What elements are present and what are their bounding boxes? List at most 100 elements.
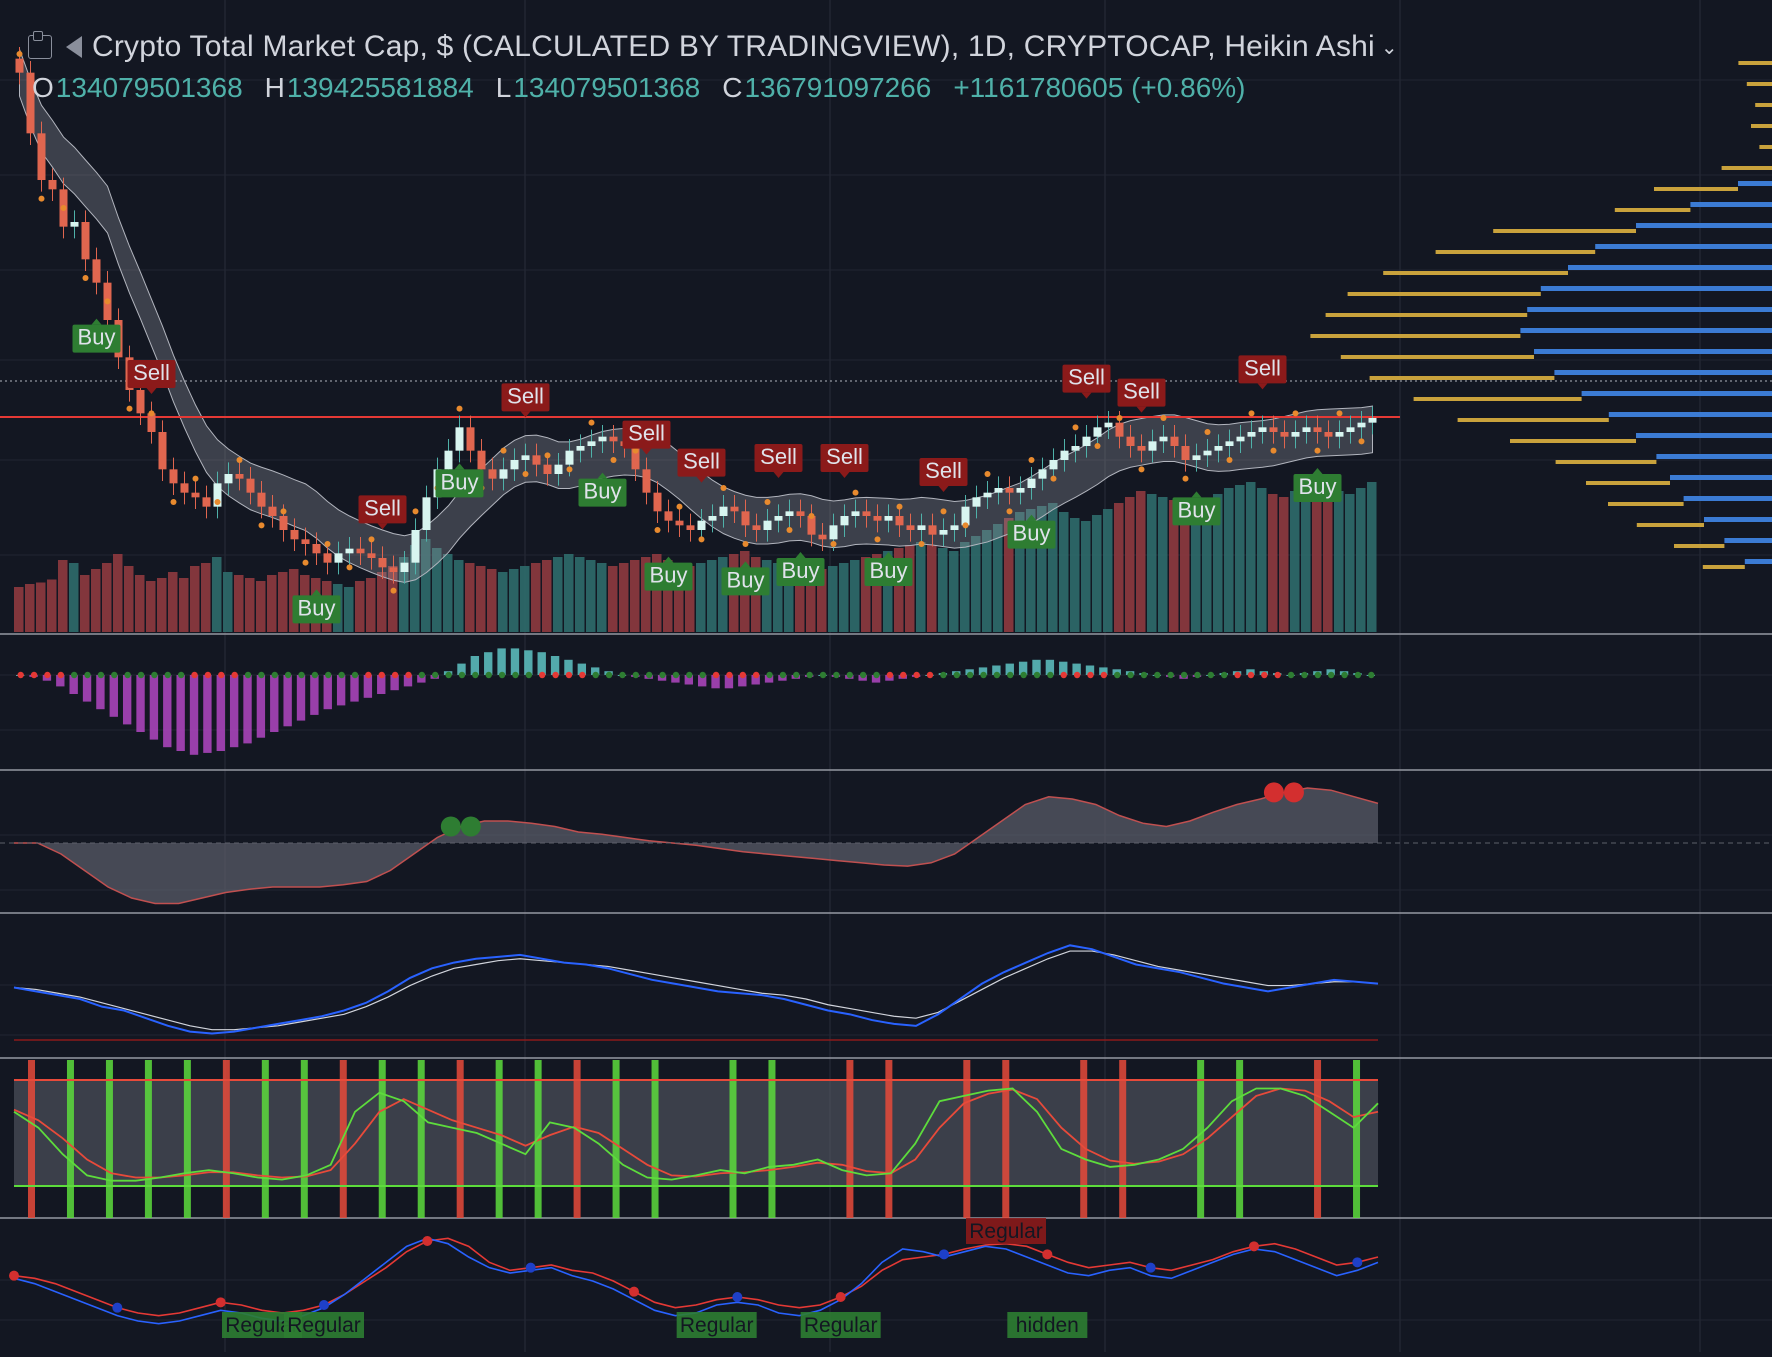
squeeze-dot — [966, 671, 974, 679]
momentum-bar — [711, 675, 720, 689]
signal-pointer — [454, 463, 465, 470]
volume-bar — [399, 557, 409, 632]
trailing-dot — [346, 564, 353, 571]
momentum-bar — [203, 675, 212, 753]
squeeze-dot — [271, 671, 278, 679]
buy-label-box — [578, 478, 627, 507]
sell-label-box — [1117, 378, 1166, 407]
candle-body — [587, 441, 596, 446]
candle-body — [323, 553, 332, 563]
squeeze-dot — [164, 671, 171, 679]
buy-label-box — [864, 558, 913, 586]
sell-label-box — [677, 448, 726, 477]
momentum-bar — [524, 650, 533, 675]
stoch-signal-bar — [1236, 1060, 1244, 1218]
candle-body — [1280, 432, 1289, 437]
candle-body — [367, 553, 376, 558]
trailing-dot — [896, 503, 903, 510]
momentum-bar — [564, 659, 573, 675]
candle-body — [807, 516, 816, 535]
trailing-dot — [808, 513, 815, 519]
volume-bar — [795, 569, 805, 632]
sell-label-box — [820, 444, 869, 472]
volume-profile-gold — [1721, 166, 1772, 170]
candle-body — [1324, 432, 1333, 437]
candle-body — [389, 567, 398, 572]
momentum-bar — [684, 675, 693, 685]
candle-body — [48, 180, 57, 190]
candle-body — [972, 497, 981, 507]
flag-icon[interactable] — [66, 36, 82, 58]
volume-bar — [806, 572, 816, 632]
volume-bar — [619, 563, 629, 632]
squeeze-dot — [378, 671, 385, 679]
signal-pointer — [740, 561, 751, 568]
sell-label-box — [1238, 355, 1287, 384]
candle-body — [554, 464, 563, 474]
trailing-dot — [544, 452, 551, 459]
trailing-dot — [1226, 457, 1233, 463]
volume-profile-blue — [1636, 223, 1772, 228]
volume-profile-blue — [1568, 265, 1772, 270]
signal-pointer — [839, 472, 850, 478]
chart-logo-icon[interactable] — [28, 31, 52, 59]
momentum-bar — [216, 675, 225, 751]
signal-label-text: Sell — [628, 421, 665, 446]
sell-signal: Sell — [677, 448, 726, 483]
squeeze-dot — [913, 671, 920, 679]
volume-bar — [80, 575, 90, 632]
stoch-signal-bar — [1119, 1060, 1127, 1218]
volume-bar — [762, 560, 772, 632]
volume-bar — [1081, 521, 1091, 632]
squeeze-dot — [1087, 671, 1094, 679]
squeeze-dot — [1194, 671, 1201, 679]
candle-body — [1170, 436, 1179, 446]
squeeze-dot — [124, 671, 131, 679]
signal-label-text: Sell — [1123, 379, 1160, 404]
volume-bar — [1114, 503, 1124, 632]
squeeze-dot — [17, 671, 24, 679]
squeeze-dot — [605, 671, 613, 679]
momentum-bar — [189, 675, 199, 755]
candle-body — [983, 492, 992, 498]
signal-pointer — [1136, 406, 1147, 413]
volume-bar — [542, 560, 552, 632]
volume-profile-blue — [1534, 349, 1772, 354]
candle-body — [818, 534, 827, 540]
volume-profile-gold — [1435, 250, 1596, 254]
sell-signal: Sell — [358, 495, 407, 530]
volume-profile-blue — [1608, 412, 1772, 417]
sell-label-box — [127, 360, 176, 388]
trailing-dot — [1006, 508, 1013, 515]
trailing-dot — [984, 471, 991, 477]
candle-body — [246, 478, 255, 493]
candle-body — [730, 506, 739, 512]
divergence-pivot — [1352, 1257, 1363, 1268]
squeeze-dot — [97, 671, 105, 679]
volume-bar — [476, 566, 486, 632]
volume-bar — [1004, 518, 1014, 632]
stoch-signal-bar — [105, 1060, 113, 1218]
sell-signal: Sell — [1062, 364, 1111, 399]
volume-bar — [1169, 500, 1179, 632]
stoch-signal-bar — [651, 1060, 659, 1218]
volume-bar — [971, 536, 981, 632]
volume-bar — [1279, 497, 1289, 632]
stoch-signal-bar — [573, 1060, 581, 1218]
momentum-bar — [1072, 663, 1081, 675]
volume-bar — [883, 551, 893, 632]
candle-body — [1203, 450, 1212, 456]
momentum-bar — [537, 652, 546, 675]
volume-profile-blue — [1581, 391, 1772, 396]
sell-label-box — [622, 420, 671, 449]
momentum-bar — [377, 675, 386, 694]
volume-bar — [894, 548, 904, 632]
stoch-k-line — [13, 1087, 1379, 1182]
chevron-down-icon[interactable]: ⌄ — [1380, 36, 1398, 59]
volume-profile-gold — [1493, 229, 1636, 233]
momentum-bar — [417, 675, 426, 683]
stoch-signal-bar — [456, 1060, 464, 1218]
chart-title[interactable]: Crypto Total Market Cap, $ (CALCULATED B… — [92, 30, 1375, 63]
